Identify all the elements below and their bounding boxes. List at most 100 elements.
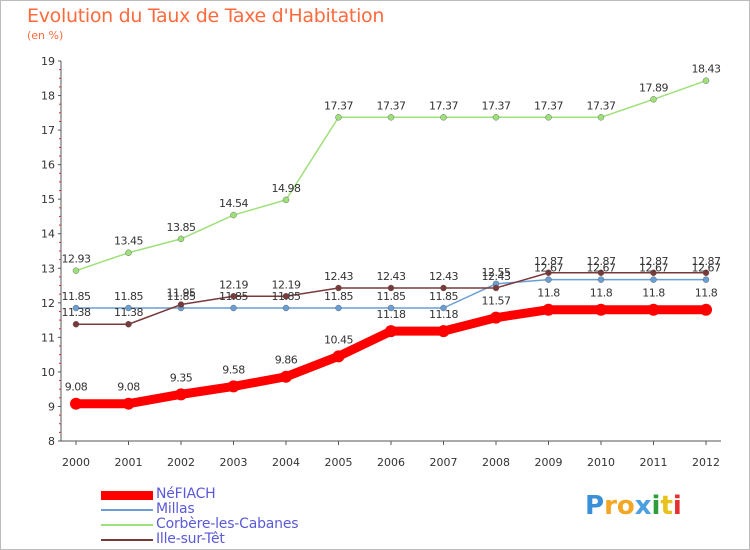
x-tick-label: 2006 [377, 456, 405, 469]
series-point [387, 284, 395, 292]
series-point [490, 311, 502, 324]
data-label: 13.85 [167, 221, 196, 234]
x-tick-label: 2005 [325, 456, 353, 469]
data-label: 11.38 [114, 306, 143, 319]
data-label: 17.37 [324, 99, 353, 112]
data-label: 17.89 [639, 81, 668, 94]
x-tick-label: 2002 [167, 456, 195, 469]
data-label: 10.45 [324, 333, 353, 346]
series-point [650, 269, 657, 276]
data-label: 11.85 [324, 290, 353, 303]
chart-subtitle: (en %) [27, 29, 64, 42]
y-tick-label: 15 [41, 193, 55, 206]
data-label: 13.45 [114, 235, 143, 248]
y-tick-label: 8 [48, 435, 55, 448]
series-point [230, 293, 237, 300]
series-point [702, 77, 710, 84]
data-label: 11.8 [642, 287, 665, 300]
data-label: 18.43 [692, 63, 721, 76]
series-point [387, 304, 395, 312]
series-point [702, 269, 710, 276]
legend-label: Corbère-les-Cabanes [156, 516, 299, 532]
series-point [177, 301, 185, 308]
logo-letter: i [651, 491, 661, 521]
series-point [282, 293, 290, 300]
data-label: 14.98 [272, 182, 301, 195]
logo-letter: i [672, 491, 682, 521]
x-tick-label: 2000 [62, 456, 90, 469]
series-point [385, 325, 397, 338]
series-point [227, 380, 240, 393]
data-label: 11.85 [272, 290, 301, 303]
data-label: 12.87 [587, 255, 616, 268]
legend-label: NéFIACH [156, 486, 216, 502]
y-tick-label: 11 [41, 331, 55, 344]
y-tick-label: 9 [48, 400, 55, 413]
legend-swatch [101, 524, 153, 526]
series-point [440, 304, 447, 312]
series-point [542, 303, 555, 316]
data-label: 12.87 [534, 255, 563, 268]
y-tick-label: 12 [41, 297, 55, 310]
x-tick-label: 2009 [535, 456, 563, 469]
series-point [332, 350, 345, 363]
series-point [595, 303, 607, 316]
data-label: 12.43 [482, 270, 511, 283]
series-point [175, 388, 187, 401]
series-point [72, 304, 80, 312]
data-label: 17.37 [587, 99, 616, 112]
series-point [440, 284, 447, 292]
y-tick-label: 14 [41, 228, 55, 241]
data-label: 11.8 [537, 287, 560, 300]
data-label: 12.43 [324, 270, 353, 283]
data-label: 11.38 [62, 306, 91, 319]
logo-letter: t [660, 491, 673, 521]
series-point [597, 114, 605, 121]
data-label: 14.54 [219, 197, 248, 210]
data-label: 12.43 [377, 270, 406, 283]
series-point [650, 96, 657, 103]
logo-letter: o [616, 491, 635, 521]
y-tick-label: 17 [41, 124, 55, 137]
series-point [437, 325, 450, 338]
series-point [282, 304, 290, 312]
data-label: 17.37 [534, 99, 563, 112]
series-point [230, 211, 237, 219]
logo-letter: r [604, 491, 617, 521]
x-tick-label: 2010 [587, 456, 615, 469]
legend-item: Corbère-les-Cabanes [101, 516, 361, 532]
series-point [125, 304, 132, 312]
logo-letter: x [634, 491, 652, 521]
data-label: 12.43 [429, 270, 458, 283]
data-label: 12.87 [692, 255, 721, 268]
data-label: 17.37 [377, 99, 406, 112]
series-point [545, 276, 552, 283]
data-label: 11.18 [377, 308, 406, 321]
legend-swatch [101, 509, 153, 511]
series-point [72, 267, 80, 274]
legend-swatch [101, 490, 153, 500]
series-point [70, 397, 82, 410]
series-point [387, 114, 395, 121]
x-tick-label: 2004 [272, 456, 300, 469]
chart-title: Evolution du Taux de Taxe d'Habitation [27, 5, 385, 27]
chart-data-labels: 12.93 13.45 13.85 14.54 14.98 17.37 17.37 17.37… [62, 63, 722, 394]
series-point [280, 370, 292, 383]
data-label: 9.08 [117, 381, 140, 394]
x-tick-label: 2011 [640, 456, 668, 469]
y-tick-label: 19 [41, 55, 55, 68]
y-tick-label: 16 [41, 159, 55, 172]
series-point [545, 269, 552, 276]
data-label: 11.85 [62, 290, 91, 303]
data-label: 11.95 [167, 287, 196, 300]
x-tick-label: 2012 [692, 456, 720, 469]
data-label: 12.19 [272, 278, 301, 291]
y-tick-label: 18 [41, 90, 55, 103]
series-point [125, 321, 132, 328]
series-point [597, 269, 605, 276]
data-label: 11.85 [377, 290, 406, 303]
series-point [177, 235, 185, 243]
series-point [492, 114, 500, 121]
